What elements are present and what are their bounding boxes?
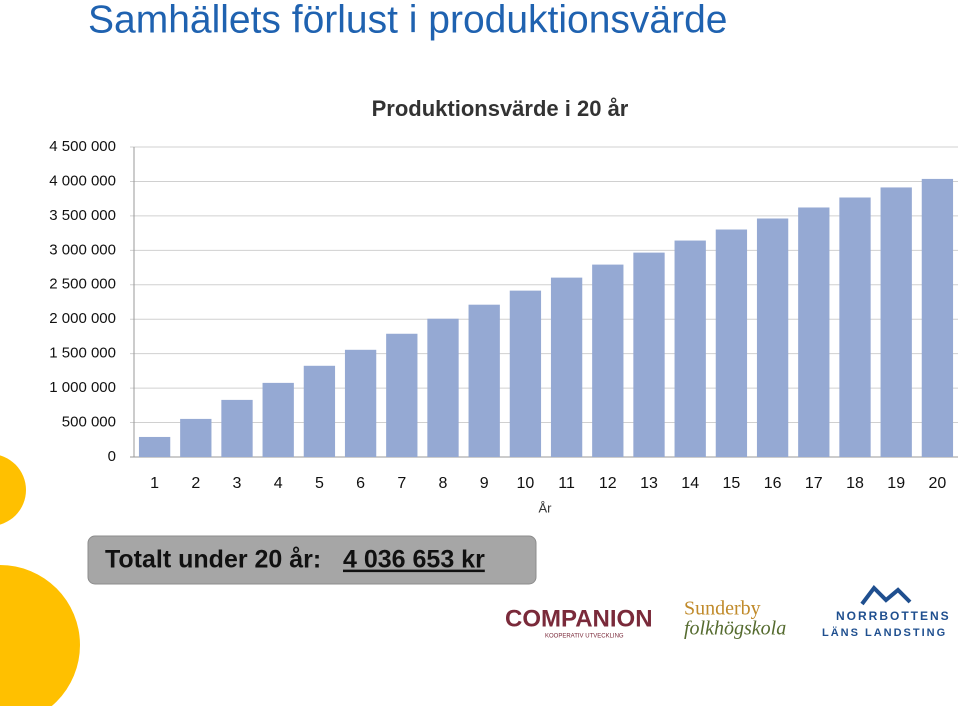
x-axis-label: År: [539, 500, 553, 515]
bar: [468, 304, 500, 457]
y-tick-label: 4 500 000: [49, 138, 116, 155]
x-tick-label: 14: [681, 475, 699, 492]
bar: [592, 264, 624, 457]
x-tick-label: 11: [558, 475, 575, 492]
x-tick-label: 16: [764, 475, 782, 492]
y-tick-label: 2 500 000: [49, 276, 116, 293]
bar: [180, 418, 212, 457]
bar: [509, 290, 542, 457]
logo-text: Sunderby: [684, 598, 761, 620]
x-tick-label: 4: [274, 475, 283, 492]
y-tick-label: 3 500 000: [49, 207, 116, 224]
bar: [921, 178, 954, 457]
x-tick-label: 9: [480, 475, 489, 492]
x-tick-label: 6: [356, 475, 365, 492]
logo-text: NORRBOTTENS: [836, 609, 951, 623]
bar: [798, 207, 830, 457]
x-tick-label: 18: [846, 475, 864, 492]
x-tick-label: 20: [929, 475, 947, 492]
plot: 0 500 000 1 000 000 1 500 000 2 000 000 2 500…: [49, 138, 958, 492]
bar: [839, 197, 871, 458]
bar: [880, 187, 912, 457]
bar: [674, 240, 706, 457]
x-tick-label: 8: [439, 475, 448, 492]
logo-text: KOOPERATIV UTVECKLING: [545, 634, 624, 640]
x-tick-label: 2: [191, 475, 200, 492]
y-tick-label: 500 000: [62, 414, 116, 431]
y-tick-label: 1 000 000: [49, 379, 116, 396]
bar: [756, 218, 789, 457]
x-tick-label: 17: [805, 475, 823, 492]
chart-title: Produktionsvärde i 20 år: [372, 96, 629, 121]
bar: [715, 229, 748, 457]
y-tick-label: 4 000 000: [49, 172, 116, 189]
bar: [221, 399, 253, 457]
y-tick-label: 2 000 000: [49, 310, 116, 327]
bar: [386, 333, 418, 457]
logo-text: COMPANION: [505, 605, 653, 632]
total-value: 4 036 653 kr: [343, 546, 485, 574]
decor-circle: [0, 455, 26, 525]
y-tick-label: 3 000 000: [49, 241, 116, 258]
x-tick-label: 12: [599, 475, 617, 492]
x-tick-label: 7: [397, 475, 406, 492]
total-box: [87, 535, 537, 585]
x-tick-label: 5: [315, 475, 324, 492]
logo-text: LÄNS LANDSTING: [822, 626, 947, 639]
logo-mark: [860, 584, 912, 606]
x-tick-label: 19: [887, 475, 905, 492]
bar: [427, 318, 459, 457]
bar: [344, 349, 377, 457]
x-tick-label: 15: [723, 475, 741, 492]
bar: [550, 277, 583, 457]
bar: [138, 436, 171, 457]
decor-circle: [0, 565, 80, 711]
slide-title: Samhällets förlust i produktionsvärde: [88, 0, 727, 41]
bar: [262, 382, 294, 457]
total-label: Totalt under 20 år:: [105, 546, 321, 574]
y-tick-label: 0: [108, 448, 116, 465]
y-tick-label: 1 500 000: [49, 345, 116, 362]
bar: [303, 365, 336, 457]
x-tick-label: 3: [233, 475, 242, 492]
x-tick-label: 10: [517, 475, 535, 492]
logo-text: folkhögskola: [684, 618, 786, 640]
bar: [633, 252, 665, 457]
x-tick-label: 13: [640, 475, 658, 492]
x-tick-label: 1: [150, 475, 159, 492]
